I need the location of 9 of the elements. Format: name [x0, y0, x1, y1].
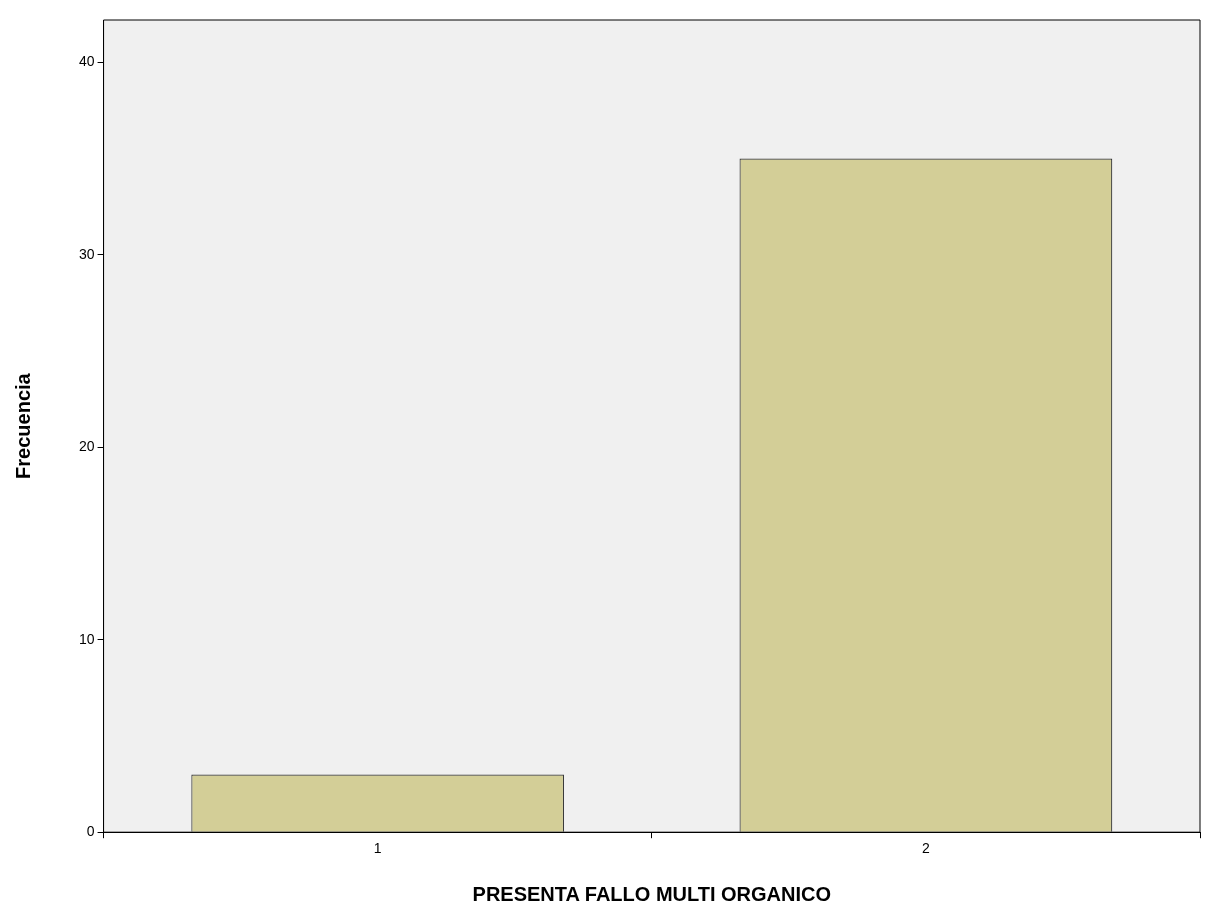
- y-axis-title: Frecuencia: [11, 372, 34, 479]
- y-tick-label: 0: [86, 823, 95, 840]
- x-axis-title: PRESENTA FALLO MULTI ORGANICO: [472, 882, 832, 905]
- x-tick-label: 1: [373, 840, 382, 857]
- y-tick-label: 10: [78, 630, 95, 647]
- y-tick-label: 20: [78, 438, 95, 455]
- y-tick-label: 30: [78, 245, 95, 262]
- y-tick-label: 40: [78, 53, 95, 70]
- x-tick-label: 2: [921, 840, 930, 857]
